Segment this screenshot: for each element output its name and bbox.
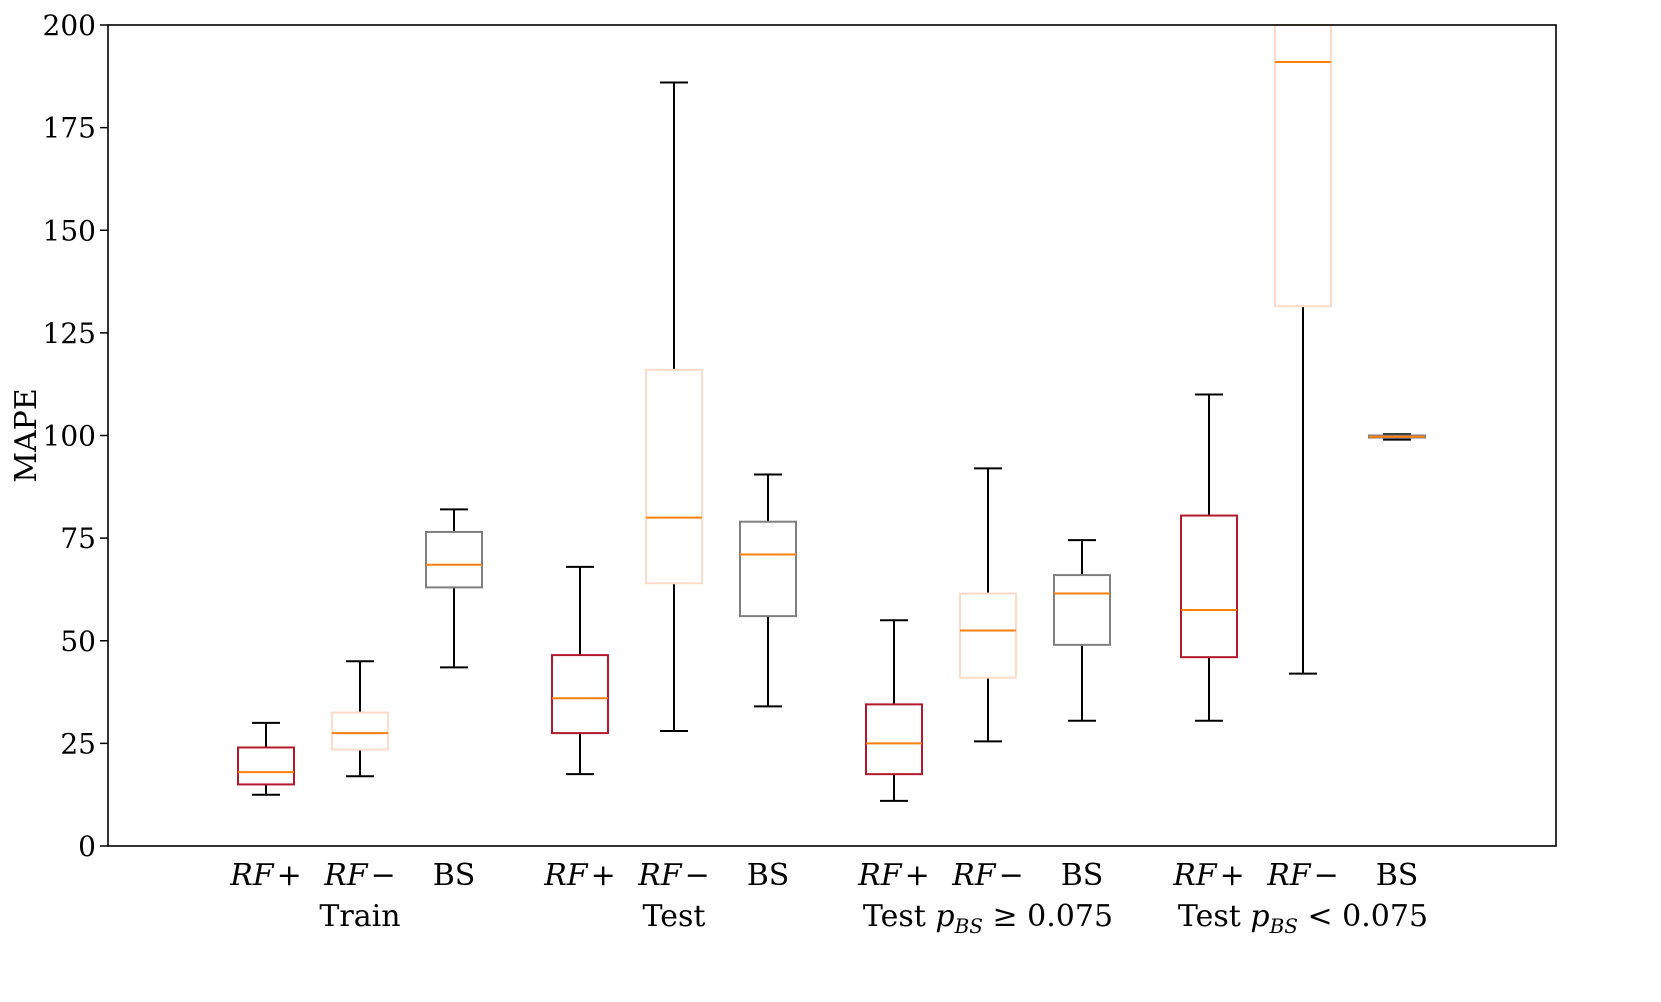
box-1-1 xyxy=(645,81,703,733)
box-0-2 xyxy=(425,508,483,669)
box-0-0 xyxy=(237,721,295,796)
y-tick-label: 175 xyxy=(43,112,96,145)
box-1-2 xyxy=(739,473,797,708)
group-label-text: Test xyxy=(863,899,935,934)
y-tick-label: 125 xyxy=(43,317,96,350)
boxes-layer xyxy=(237,24,1426,802)
y-axis-label: MAPE xyxy=(9,388,44,482)
category-label: RF + xyxy=(1172,858,1245,893)
group-label: Test pBS ≥ 0.075 xyxy=(863,899,1113,938)
box-iqr xyxy=(551,654,609,735)
box-0-1 xyxy=(331,660,389,778)
group-label-subscript: BS xyxy=(954,914,983,938)
group-label: Test pBS < 0.075 xyxy=(1178,899,1428,938)
category-label-sign: + xyxy=(591,858,616,893)
category-label: RF − xyxy=(637,858,710,893)
group-label-subscript: BS xyxy=(1269,914,1298,938)
plot-frame xyxy=(107,24,1557,847)
y-tick-label: 25 xyxy=(60,727,96,760)
category-label: BS xyxy=(1376,858,1419,893)
box-2-0 xyxy=(865,619,923,802)
group-label-rest: < 0.075 xyxy=(1298,899,1428,934)
y-tick-label: 200 xyxy=(43,9,96,42)
category-label: BS xyxy=(747,858,790,893)
category-label-italic: RF xyxy=(543,858,589,893)
box-iqr xyxy=(739,520,797,618)
category-label-sign: − xyxy=(1314,858,1339,893)
category-label: RF + xyxy=(229,858,302,893)
category-label-italic: RF xyxy=(323,858,369,893)
box-iqr xyxy=(425,530,483,589)
box-1-0 xyxy=(551,565,609,776)
group-label: Test xyxy=(643,899,706,934)
box-2-1 xyxy=(959,467,1017,743)
category-label-italic: RF xyxy=(1266,858,1312,893)
category-label-sign: − xyxy=(685,858,710,893)
category-label-italic: RF xyxy=(1172,858,1218,893)
y-tick-label: 150 xyxy=(43,214,96,247)
category-label: BS xyxy=(1061,858,1104,893)
group-label-text: Test xyxy=(1178,899,1250,934)
y-tick-label: 50 xyxy=(60,625,96,658)
category-label-sign: − xyxy=(999,858,1024,893)
box-3-2 xyxy=(1368,433,1426,441)
box-3-0 xyxy=(1180,393,1238,722)
category-label-italic: RF xyxy=(951,858,997,893)
box-iqr xyxy=(237,746,295,786)
y-tick-label: 0 xyxy=(78,830,96,863)
box-iqr xyxy=(959,592,1017,679)
box-iqr xyxy=(645,368,703,585)
category-label-italic: RF xyxy=(637,858,683,893)
group-label-p: p xyxy=(935,899,954,934)
category-label: RF − xyxy=(951,858,1024,893)
box-iqr xyxy=(1274,24,1332,308)
group-label-rest: ≥ 0.075 xyxy=(983,899,1113,934)
box-2-2 xyxy=(1053,539,1111,722)
category-label: RF + xyxy=(857,858,930,893)
y-tick-label: 75 xyxy=(60,522,96,555)
category-label: RF + xyxy=(543,858,616,893)
category-label-italic: RF xyxy=(229,858,275,893)
category-label: RF − xyxy=(1266,858,1339,893)
box-iqr xyxy=(331,711,389,751)
category-label-sign: + xyxy=(1220,858,1245,893)
category-label-italic: RF xyxy=(857,858,903,893)
box-3-1 xyxy=(1274,24,1332,675)
box-iqr xyxy=(1180,514,1238,659)
category-label-sign: − xyxy=(371,858,396,893)
category-label: BS xyxy=(433,858,476,893)
box-iqr xyxy=(1053,574,1111,646)
category-label-sign: + xyxy=(277,858,302,893)
y-axis: 0 25 50 75 100 125 150 175 200 xyxy=(43,9,108,863)
category-label-sign: + xyxy=(905,858,930,893)
category-label: RF − xyxy=(323,858,396,893)
group-label: Train xyxy=(319,899,400,934)
y-tick-label: 100 xyxy=(43,420,96,453)
box-iqr xyxy=(865,703,923,776)
group-label-p: p xyxy=(1250,899,1269,934)
